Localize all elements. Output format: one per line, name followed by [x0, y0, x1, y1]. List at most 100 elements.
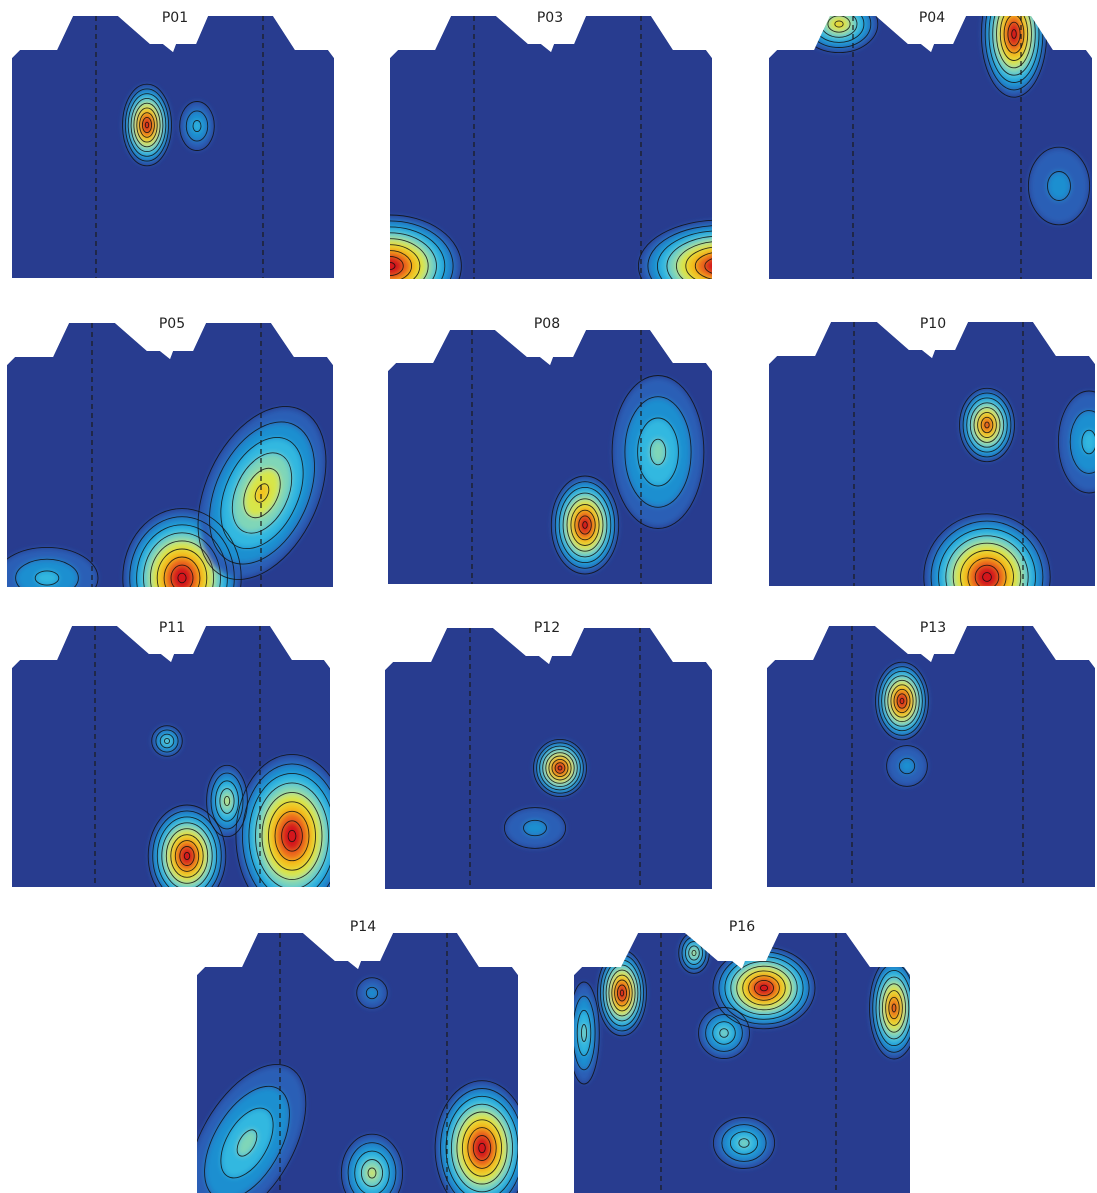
- panel-label-p04: P04: [918, 10, 946, 26]
- contour-line: [390, 261, 396, 271]
- panel-label-p12: P12: [533, 620, 561, 636]
- contour-line: [367, 1167, 377, 1179]
- contour-line: [582, 521, 588, 529]
- heatmap-field: [12, 626, 330, 887]
- contour-line: [878, 666, 926, 736]
- contour-line: [694, 251, 712, 279]
- heatmap-field: [385, 628, 712, 889]
- heatmap-p03: [390, 16, 712, 279]
- contour-line: [562, 492, 608, 558]
- contour-line: [685, 246, 712, 279]
- contour-line: [554, 762, 566, 774]
- contour-line: [147, 804, 227, 887]
- heatmap-field: [769, 16, 1092, 279]
- contour-line: [888, 996, 900, 1020]
- pressure-band: [164, 738, 170, 744]
- pressure-band: [982, 572, 992, 582]
- contour-line: [243, 467, 281, 519]
- contour-line: [163, 556, 201, 587]
- contour-line: [127, 93, 167, 157]
- contour-line: [712, 1021, 736, 1045]
- pressure-band: [739, 1138, 749, 1148]
- pressure-band: [35, 571, 59, 585]
- contour-line: [467, 1127, 497, 1169]
- contour-line: [578, 515, 592, 535]
- heatmap-field: [769, 322, 1095, 586]
- contour-line: [192, 119, 202, 133]
- contour-line: [390, 238, 429, 279]
- pressure-band: [390, 262, 395, 270]
- contour-line: [980, 416, 994, 434]
- contour-line: [554, 481, 616, 569]
- contour-line: [155, 729, 179, 753]
- pressure-band: [582, 521, 588, 529]
- contour-line: [624, 396, 692, 508]
- contour-line: [130, 97, 164, 153]
- contour-line: [235, 753, 330, 887]
- contour-line: [165, 828, 209, 884]
- heatmap-field: [390, 16, 712, 279]
- contour-line: [268, 801, 316, 871]
- pressure-band: [1011, 29, 1017, 39]
- contour-line: [533, 738, 587, 798]
- contour-line: [536, 742, 584, 794]
- contour-line: [881, 670, 923, 732]
- contour-line: [884, 675, 920, 727]
- heatmap-field: [12, 16, 334, 278]
- heatmap-p08: [388, 330, 712, 584]
- pressure-band: [834, 21, 844, 27]
- contour-line: [967, 557, 1007, 586]
- contour-line: [241, 763, 330, 887]
- contour-line: [557, 765, 563, 771]
- contour-line: [185, 110, 209, 142]
- contour-line: [730, 960, 798, 1016]
- contour-line: [220, 436, 304, 550]
- contour-line: [896, 693, 908, 709]
- contour-line: [478, 1142, 486, 1154]
- heatmap-field: [388, 330, 712, 584]
- contour-line: [177, 572, 187, 584]
- contour-line: [887, 679, 917, 723]
- contour-line: [736, 965, 792, 1011]
- contour-line: [611, 974, 633, 1012]
- contour-line: [611, 375, 705, 529]
- contour-line: [738, 1138, 750, 1148]
- contour-line: [183, 851, 191, 861]
- pressure-band: [558, 766, 562, 770]
- contour-line: [666, 235, 712, 279]
- contour-line: [445, 1095, 518, 1193]
- contour-line: [977, 411, 997, 439]
- contour-line: [550, 475, 620, 575]
- heatmap-p10: [769, 322, 1095, 586]
- contour-line: [390, 250, 413, 279]
- heatmap-field: [767, 626, 1095, 887]
- heatmap-field: [7, 323, 333, 587]
- contour-line: [545, 752, 575, 784]
- contour-line: [390, 244, 421, 279]
- contour-line: [890, 684, 914, 718]
- contour-line: [254, 483, 270, 503]
- contour-line: [503, 807, 567, 849]
- contour-line: [969, 402, 1005, 448]
- heatmap-field: [197, 933, 518, 1193]
- contour-line: [356, 977, 388, 1009]
- contour-line: [999, 16, 1029, 61]
- contour-line: [281, 820, 303, 852]
- pressure-band: [899, 758, 915, 774]
- contour-line: [570, 504, 600, 546]
- contour-line: [34, 570, 60, 586]
- pressure-band: [719, 1028, 729, 1038]
- pressure-band: [390, 250, 412, 279]
- contour-line: [261, 791, 323, 881]
- contour-line: [688, 945, 700, 961]
- pressure-band: [760, 985, 768, 991]
- pressure-band: [184, 852, 190, 860]
- heatmap-p05: [7, 323, 333, 587]
- contour-line: [7, 546, 99, 587]
- contour-line: [984, 421, 990, 429]
- panel-label-p13: P13: [919, 620, 947, 636]
- contour-line: [143, 532, 221, 587]
- contour-line: [174, 840, 200, 872]
- heatmap-p01: [12, 16, 334, 278]
- contour-line: [354, 1150, 390, 1193]
